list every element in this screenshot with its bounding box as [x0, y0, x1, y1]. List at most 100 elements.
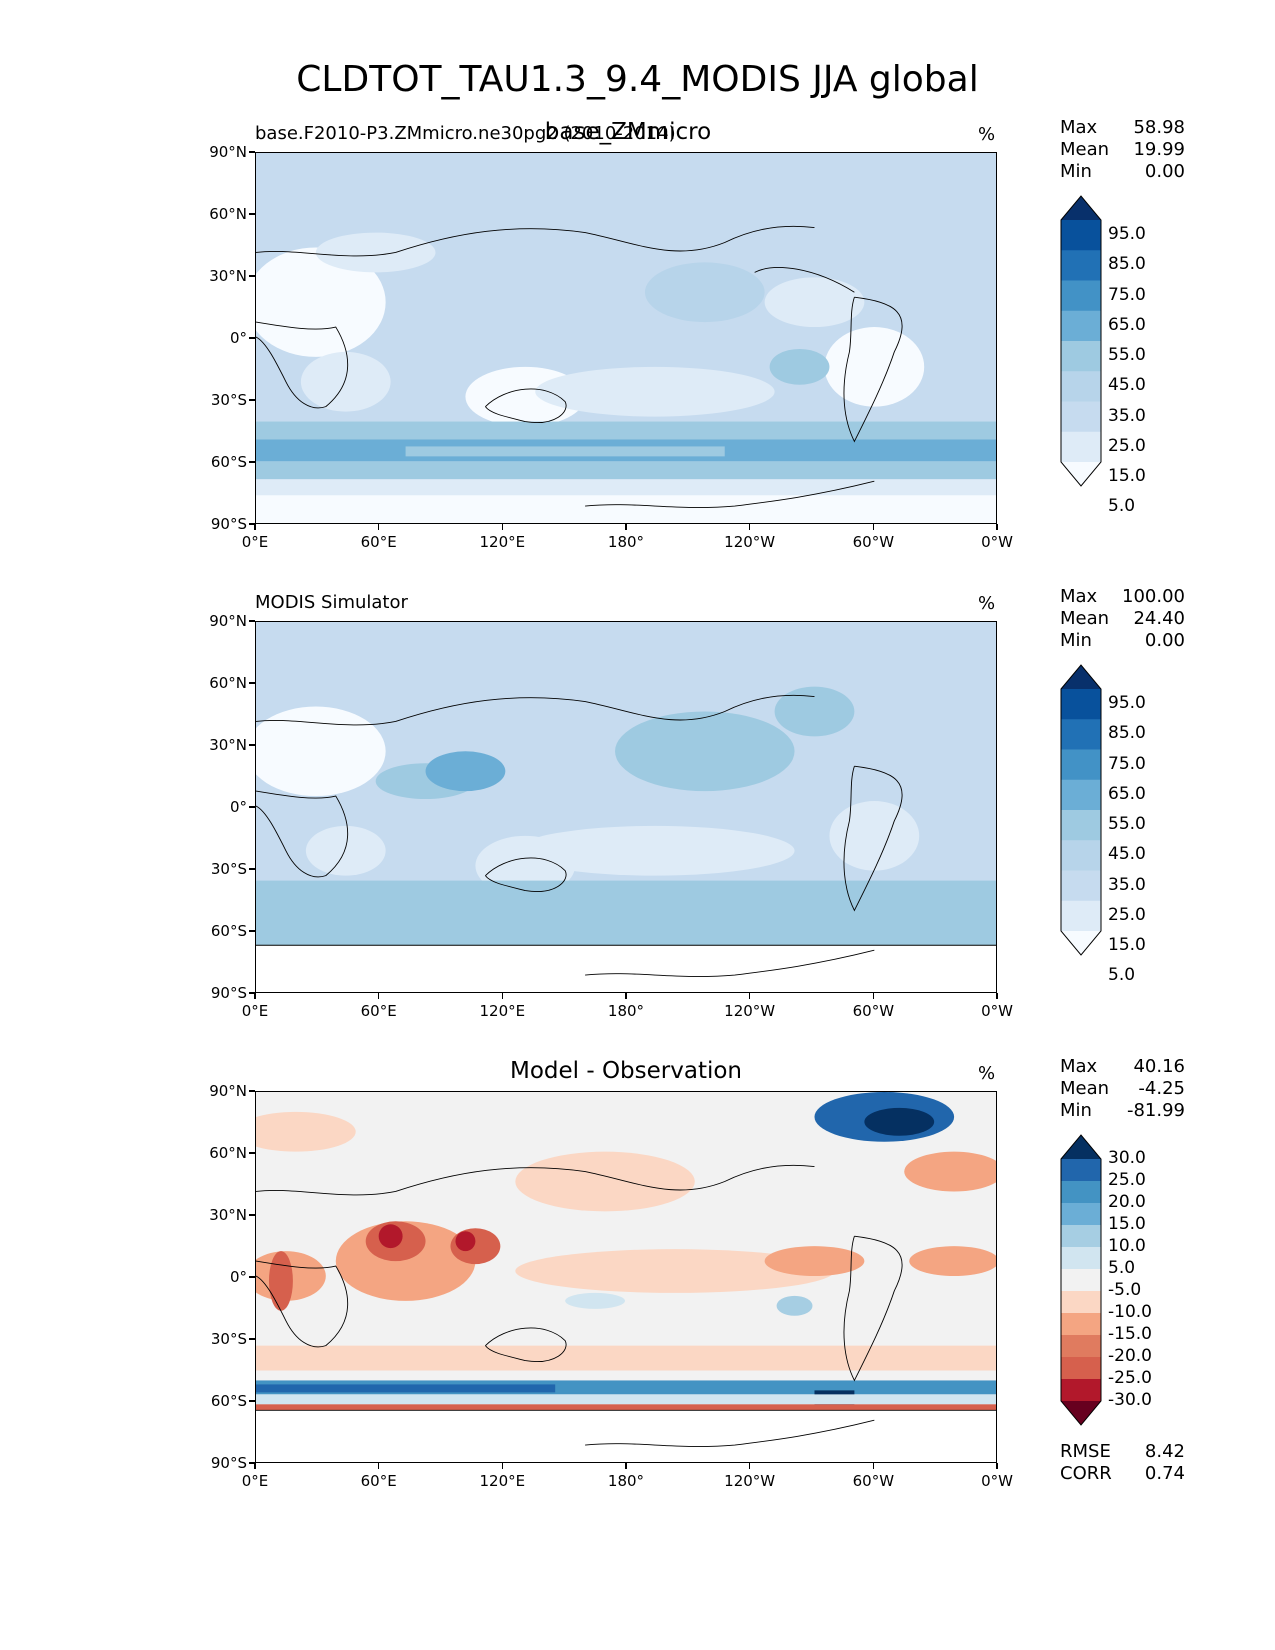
lon-tick-label: 60°W: [852, 1472, 895, 1490]
lat-tick-mark: [249, 523, 255, 525]
stat-mean-label: Mean: [1060, 1078, 1110, 1099]
stat-max-label: Max: [1060, 117, 1098, 138]
lon-tick-label: 60°E: [360, 1472, 397, 1490]
lon-tick-mark: [377, 1463, 380, 1469]
stat-min-value: -81.99: [1126, 1100, 1185, 1121]
colorbar-bin: [1061, 220, 1101, 251]
lon-tick-label: 60°W: [852, 533, 895, 551]
lon-tick-mark: [625, 524, 627, 530]
colorbar-tick-label: 5.0: [1108, 496, 1136, 517]
colorbar-tick-label: -5.0: [1108, 1280, 1142, 1300]
lat-tick-label: 0°: [229, 798, 247, 816]
lon-tick-mark: [748, 524, 751, 530]
lon-tick-mark: [377, 524, 380, 530]
colorbar: [1060, 195, 1102, 487]
panel-left-label: MODIS Simulator: [255, 592, 408, 613]
lat-tick-mark: [249, 930, 255, 932]
lon-tick-label: 0°W: [981, 1002, 1013, 1020]
colorbar-tick-label: 10.0: [1108, 1236, 1146, 1256]
colorbar-bin: [1061, 250, 1101, 281]
map-plot: [255, 1091, 997, 1463]
lat-tick-label: 30°S: [210, 391, 247, 409]
stat-min-label: Min: [1060, 630, 1092, 651]
units-label: %: [978, 1063, 996, 1084]
stat-mean-value: -4.25: [1138, 1078, 1185, 1099]
lon-tick-label: 120°W: [724, 533, 776, 551]
colorbar-tick-label: 35.0: [1108, 874, 1146, 895]
map-plot: [255, 621, 997, 993]
lon-tick-label: 120°E: [479, 1002, 526, 1020]
lat-tick-label: 90°N: [209, 612, 247, 630]
colorbar-top-arrow: [1061, 196, 1101, 220]
lat-tick-mark: [249, 275, 255, 277]
stat-min-label: Min: [1060, 161, 1092, 182]
lat-tick-mark: [249, 1090, 255, 1092]
stat-mean-label: Mean: [1060, 608, 1110, 629]
lat-tick-label: 90°N: [209, 1082, 247, 1100]
lon-tick-label: 60°W: [852, 1002, 895, 1020]
lon-tick-label: 0°W: [981, 533, 1013, 551]
colorbar-bottom-arrow: [1061, 1401, 1101, 1425]
lon-tick-label: 180°: [607, 533, 645, 551]
lat-tick-mark: [249, 1214, 255, 1216]
lat-tick-mark: [249, 1400, 255, 1402]
lon-tick-label: 60°E: [360, 533, 397, 551]
lat-tick-mark: [249, 213, 255, 215]
map-field: [256, 1092, 996, 1462]
map-field: [256, 153, 996, 523]
stat-max-value: 58.98: [1133, 117, 1185, 138]
lat-tick-label: 0°: [229, 1268, 247, 1286]
lon-tick-mark: [254, 993, 256, 999]
colorbar-tick-label: 30.0: [1108, 1148, 1146, 1168]
colorbar-bin: [1061, 900, 1101, 932]
stat-max-label: Max: [1060, 1056, 1098, 1077]
colorbar-bin: [1061, 280, 1101, 312]
units-label: %: [978, 124, 996, 145]
colorbar-tick-label: 15.0: [1108, 935, 1146, 956]
colorbar-tick-label: 95.0: [1108, 693, 1146, 714]
lat-tick-mark: [249, 1338, 255, 1340]
colorbar-tick-label: 75.0: [1108, 284, 1146, 305]
colorbar-tick-label: 15.0: [1108, 466, 1146, 487]
stat-max-value: 40.16: [1133, 1056, 1185, 1077]
lat-tick-label: 90°N: [209, 143, 247, 161]
lat-tick-label: 30°S: [210, 860, 247, 878]
colorbar-tick-label: 65.0: [1108, 314, 1146, 335]
stat-max-label: Max: [1060, 586, 1098, 607]
stat-corr-value: 0.74: [1144, 1463, 1185, 1484]
map-field: [256, 622, 996, 992]
lon-tick-mark: [254, 1463, 256, 1469]
lat-tick-mark: [249, 1276, 255, 1278]
lon-tick-mark: [996, 524, 998, 530]
lon-tick-label: 120°E: [479, 533, 526, 551]
lon-tick-mark: [748, 1463, 751, 1469]
colorbar-tick-label: 85.0: [1108, 723, 1146, 744]
figure-title: CLDTOT_TAU1.3_9.4_MODIS JJA global: [296, 59, 979, 100]
lat-tick-label: 90°S: [210, 1454, 247, 1472]
lon-tick-label: 0°E: [241, 533, 269, 551]
lon-tick-label: 60°E: [360, 1002, 397, 1020]
panel-left-label: base.F2010-P3.ZMmicro.ne30pg2 (2010-2014…: [255, 123, 676, 144]
lon-tick-label: 0°W: [981, 1472, 1013, 1490]
colorbar-bin: [1061, 1335, 1101, 1358]
lon-tick-mark: [501, 1463, 504, 1469]
colorbar-tick-label: 45.0: [1108, 844, 1146, 865]
colorbar-tick-label: 5.0: [1108, 1258, 1136, 1278]
colorbar-tick-label: 55.0: [1108, 814, 1146, 835]
lon-tick-label: 180°: [607, 1002, 645, 1020]
colorbar-tick-label: -20.0: [1108, 1346, 1152, 1366]
colorbar-bin: [1061, 1269, 1101, 1292]
stat-min-value: 0.00: [1144, 161, 1185, 182]
colorbar-tick-label: 55.0: [1108, 345, 1146, 366]
colorbar-tick-label: 45.0: [1108, 375, 1146, 396]
colorbar-bin: [1061, 1247, 1101, 1270]
lat-tick-label: 30°N: [209, 267, 247, 285]
lon-tick-mark: [254, 524, 256, 530]
colorbar-bottom-arrow: [1061, 931, 1101, 955]
lat-tick-mark: [249, 337, 255, 339]
colorbar-tick-label: 25.0: [1108, 1170, 1146, 1190]
lon-tick-mark: [996, 993, 998, 999]
colorbar-tick-label: 5.0: [1108, 965, 1136, 986]
colorbar-bin: [1061, 689, 1101, 720]
colorbar-outline: [1060, 1134, 1102, 1426]
